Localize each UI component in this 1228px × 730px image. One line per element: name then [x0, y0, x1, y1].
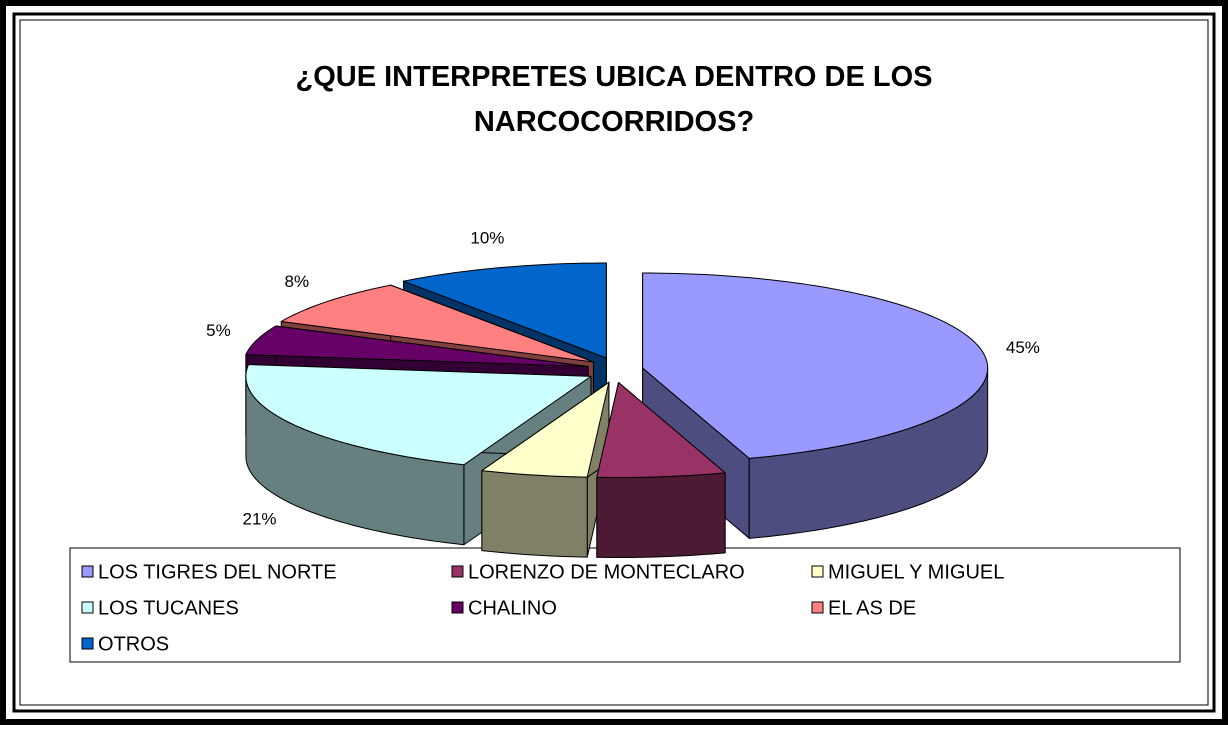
- slice: [596, 382, 726, 559]
- legend-label: LORENZO DE MONTECLARO: [468, 561, 745, 583]
- slice-top: [481, 381, 610, 478]
- slice-top: [596, 382, 726, 479]
- legend-swatch: [81, 565, 94, 578]
- data-label: 21%: [242, 510, 276, 529]
- legend-label: LOS TIGRES DEL NORTE: [98, 561, 337, 583]
- legend-swatch: [81, 637, 94, 650]
- legend-label: EL AS DE: [828, 597, 916, 619]
- slice-wall: [596, 472, 726, 559]
- data-label: 45%: [1006, 338, 1040, 357]
- frame-inner2: [19, 19, 1209, 706]
- legend-label: OTROS: [98, 633, 169, 655]
- data-label: 5%: [206, 321, 231, 340]
- legend-swatch: [811, 565, 824, 578]
- slice-top: [403, 262, 607, 359]
- legend-box: [69, 547, 1181, 663]
- legend-label: LOS TUCANES: [98, 597, 239, 619]
- slice-top: [280, 284, 594, 363]
- legend-swatch: [451, 565, 464, 578]
- slice-top: [245, 325, 589, 367]
- slice-wall: [481, 470, 588, 558]
- legend-label: MIGUEL Y MIGUEL: [828, 561, 1004, 583]
- legend: LOS TIGRES DEL NORTE LORENZO DE MONTECLAR…: [81, 561, 1004, 655]
- data-label: 8%: [284, 272, 309, 291]
- frame-inner: [12, 12, 1216, 713]
- legend-swatch: [451, 601, 464, 614]
- slice-top: [642, 272, 989, 459]
- slice-top: [245, 364, 592, 466]
- legend-label: CHALINO: [468, 597, 557, 619]
- legend-swatch: [811, 601, 824, 614]
- legend-swatch: [81, 601, 94, 614]
- pie: 45% 21% 5% 8% 10%: [206, 229, 1040, 559]
- chart-title: ¿QUE INTERPRETES UBICA DENTRO DE LOS NARC…: [296, 61, 933, 138]
- data-label: 10%: [470, 229, 504, 248]
